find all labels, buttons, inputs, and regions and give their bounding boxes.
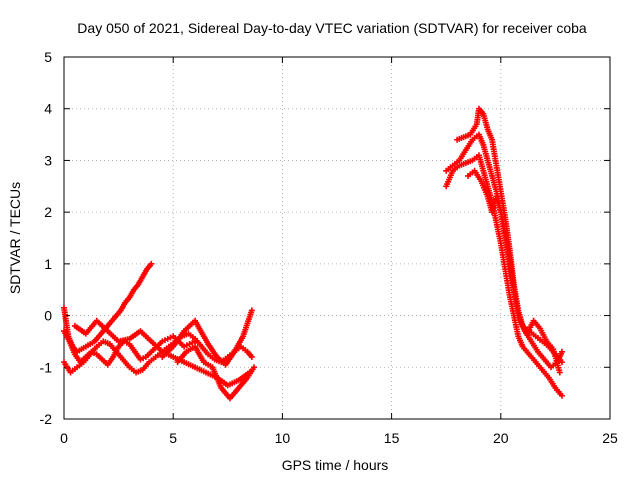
y-tick-label: 2 [44,204,52,220]
series-arc5 [159,307,255,368]
series-arc4 [71,317,253,389]
x-tick-label: 20 [493,430,509,446]
series-arc3 [61,330,255,376]
chart-title: Day 050 of 2021, Sidereal Day-to-day VTE… [77,20,587,36]
y-tick-label: 3 [44,152,52,168]
data-point [248,307,255,314]
x-tick-label: 10 [275,430,291,446]
series-arc6 [174,343,258,402]
x-axis-label: GPS time / hours [282,457,389,473]
x-tick-label: 25 [602,430,618,446]
x-tick-label: 15 [384,430,400,446]
data-point [148,260,155,267]
x-tick-label: 5 [169,430,177,446]
y-tick-label: 4 [44,101,52,117]
y-tick-label: 0 [44,308,52,324]
plot-frame [63,56,611,420]
x-tick-label: 0 [60,430,68,446]
series-arc7 [443,152,565,399]
data-point [558,348,565,355]
axis-ticks: 0 5 10 15 20 25 -2 -1 0 1 2 3 4 5 [40,49,618,446]
y-tick-label: 1 [44,256,52,272]
data-point [558,359,565,366]
series-arc10 [465,167,563,376]
data-point [556,369,563,376]
data-point [248,353,255,360]
y-tick-label: -2 [40,411,53,427]
y-axis-label: SDTVAR / TECUs [7,182,23,294]
y-tick-label: 5 [44,49,52,65]
data-point [251,364,258,371]
data-point [558,392,565,399]
y-tick-label: -1 [40,359,53,375]
data-points [61,105,565,402]
